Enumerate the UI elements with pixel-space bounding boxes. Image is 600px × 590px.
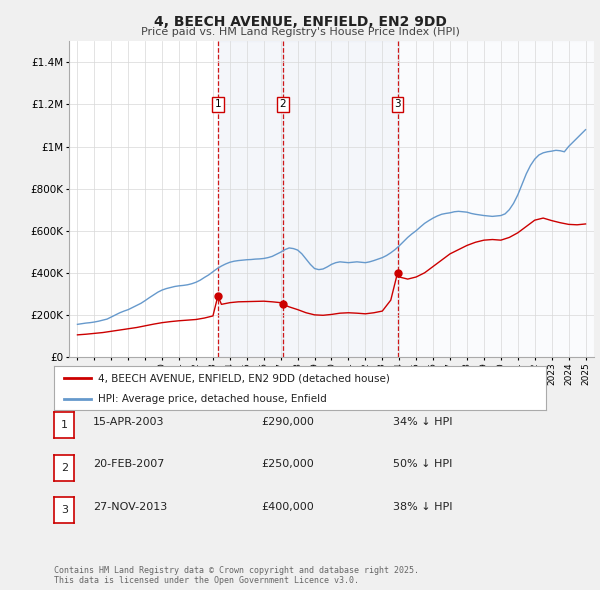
Text: 3: 3 (394, 100, 401, 109)
Text: 38% ↓ HPI: 38% ↓ HPI (393, 502, 452, 512)
Text: 3: 3 (61, 506, 68, 515)
Text: 2: 2 (280, 100, 286, 109)
Text: 34% ↓ HPI: 34% ↓ HPI (393, 417, 452, 427)
Text: 27-NOV-2013: 27-NOV-2013 (93, 502, 167, 512)
Text: 20-FEB-2007: 20-FEB-2007 (93, 460, 164, 469)
Text: 1: 1 (215, 100, 221, 109)
Text: £250,000: £250,000 (261, 460, 314, 469)
Text: 4, BEECH AVENUE, ENFIELD, EN2 9DD: 4, BEECH AVENUE, ENFIELD, EN2 9DD (154, 15, 446, 29)
Text: 15-APR-2003: 15-APR-2003 (93, 417, 164, 427)
Bar (398, 41, 594, 357)
Text: 1: 1 (61, 421, 68, 430)
Bar (218, 41, 283, 357)
Bar (283, 41, 398, 357)
Text: 4, BEECH AVENUE, ENFIELD, EN2 9DD (detached house): 4, BEECH AVENUE, ENFIELD, EN2 9DD (detac… (98, 373, 390, 383)
Text: 2: 2 (61, 463, 68, 473)
Text: Contains HM Land Registry data © Crown copyright and database right 2025.
This d: Contains HM Land Registry data © Crown c… (54, 566, 419, 585)
Text: HPI: Average price, detached house, Enfield: HPI: Average price, detached house, Enfi… (98, 394, 327, 404)
Text: £400,000: £400,000 (261, 502, 314, 512)
Text: Price paid vs. HM Land Registry's House Price Index (HPI): Price paid vs. HM Land Registry's House … (140, 27, 460, 37)
Text: 50% ↓ HPI: 50% ↓ HPI (393, 460, 452, 469)
Text: £290,000: £290,000 (261, 417, 314, 427)
